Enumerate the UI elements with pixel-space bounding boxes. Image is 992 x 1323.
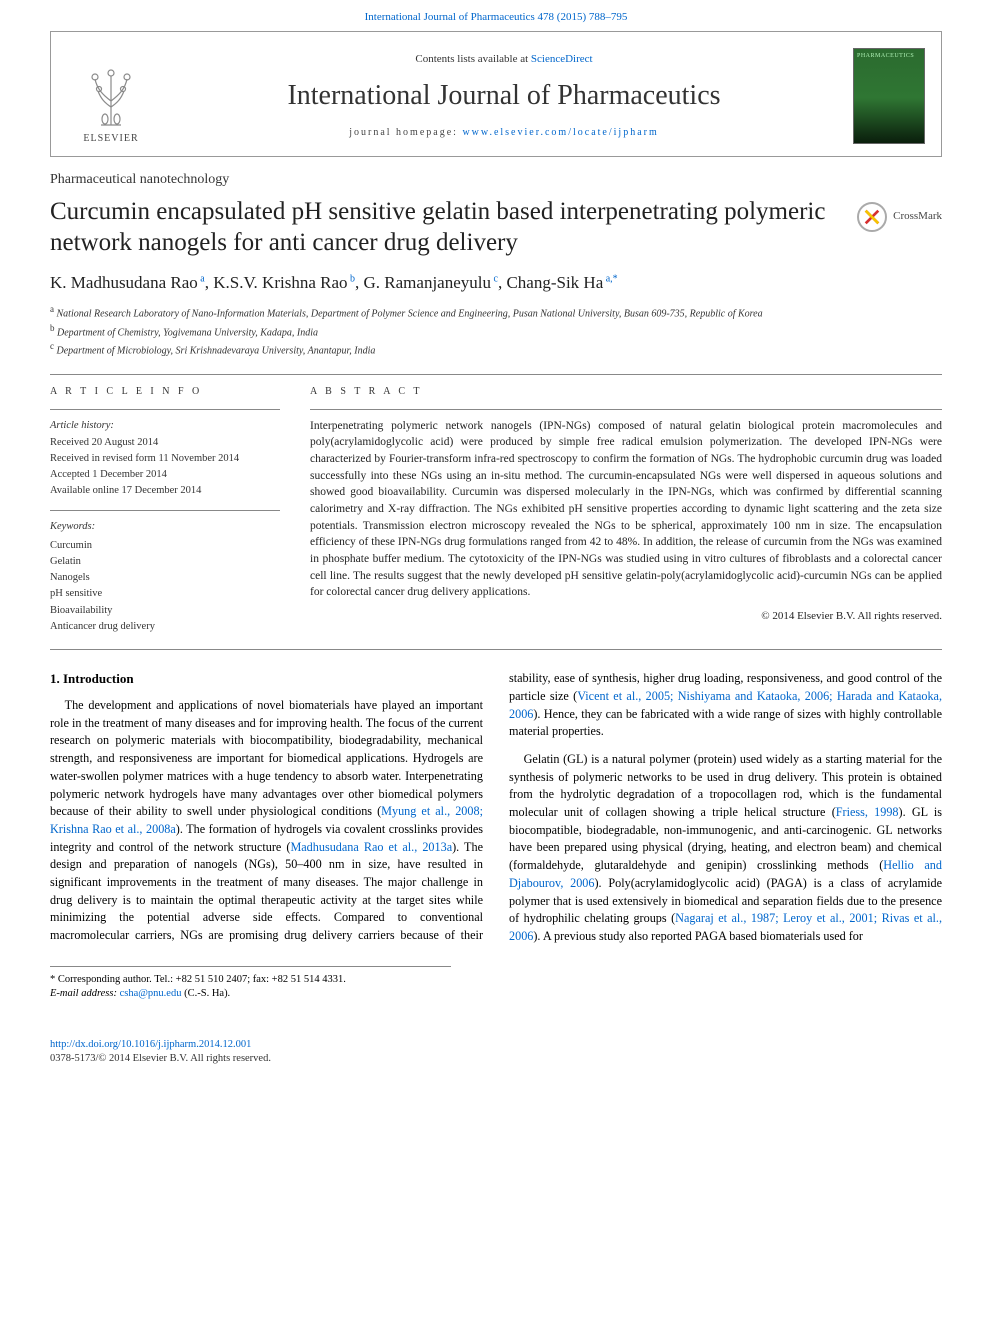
crossmark-label: CrossMark: [893, 209, 942, 224]
corresponding-contact: * Corresponding author. Tel.: +82 51 510…: [50, 973, 451, 987]
author-name: Chang-Sik Ha: [506, 273, 603, 292]
article-info-heading: A R T I C L E I N F O: [50, 385, 280, 399]
history-line: Accepted 1 December 2014: [50, 467, 280, 483]
body-text: ). A previous study also reported PAGA b…: [533, 929, 863, 943]
body-top-rule: [50, 649, 942, 650]
keyword: pH sensitive: [50, 586, 280, 602]
sciencedirect-link[interactable]: ScienceDirect: [531, 53, 593, 65]
keyword: Gelatin: [50, 554, 280, 570]
abstract-heading: A B S T R A C T: [310, 385, 942, 399]
issn-copyright: 0378-5173/© 2014 Elsevier B.V. All right…: [50, 1053, 271, 1064]
doi-link[interactable]: http://dx.doi.org/10.1016/j.ijpharm.2014…: [50, 1039, 251, 1050]
article-title: Curcumin encapsulated pH sensitive gelat…: [50, 196, 839, 259]
author-name: K.S.V. Krishna Rao: [213, 273, 347, 292]
contents-prefix: Contents lists available at: [415, 53, 530, 65]
elsevier-wordmark: ELSEVIER: [83, 132, 138, 146]
issue-reference-link[interactable]: International Journal of Pharmaceutics 4…: [365, 11, 628, 23]
abstract-column: A B S T R A C T Interpenetrating polymer…: [310, 385, 942, 635]
crossmark-badge[interactable]: CrossMark: [857, 196, 942, 232]
author-name: G. Ramanjaneyulu: [364, 273, 491, 292]
keyword: Curcumin: [50, 538, 280, 554]
article-type: Pharmaceutical nanotechnology: [50, 171, 942, 190]
affiliation: a National Research Laboratory of Nano-I…: [50, 303, 942, 321]
history-label: Article history:: [50, 418, 280, 434]
section-heading-introduction: 1. Introduction: [50, 670, 483, 689]
abstract-text: Interpenetrating polymeric network nanog…: [310, 418, 942, 601]
journal-cover-thumbnail: PHARMACEUTICS: [853, 48, 925, 144]
body-text: ). Hence, they can be fabricated with a …: [509, 707, 942, 739]
article-info-column: A R T I C L E I N F O Article history: R…: [50, 385, 280, 635]
keywords-label: Keywords:: [50, 519, 280, 535]
history-line: Available online 17 December 2014: [50, 483, 280, 499]
elsevier-logo: ELSEVIER: [67, 46, 155, 146]
citation-link[interactable]: Friess, 1998: [836, 805, 899, 819]
abstract-copyright: © 2014 Elsevier B.V. All rights reserved…: [310, 609, 942, 624]
cover-thumb-label: PHARMACEUTICS: [857, 52, 921, 60]
author-aff-marker: b: [348, 274, 356, 285]
elsevier-tree-icon: [81, 61, 141, 127]
author-aff-marker: c: [491, 274, 498, 285]
keyword: Anticancer drug delivery: [50, 619, 280, 635]
affiliation: b Department of Chemistry, Yogivemana Un…: [50, 322, 942, 340]
body-paragraph: Gelatin (GL) is a natural polymer (prote…: [509, 751, 942, 946]
history-line: Received in revised form 11 November 201…: [50, 451, 280, 467]
keywords-block: Keywords: CurcuminGelatinNanogelspH sens…: [50, 519, 280, 635]
history-line: Received 20 August 2014: [50, 435, 280, 451]
journal-masthead: ELSEVIER Contents lists available at Sci…: [50, 31, 942, 157]
contents-available: Contents lists available at ScienceDirec…: [169, 52, 839, 67]
keyword: Nanogels: [50, 570, 280, 586]
keyword: Bioavailability: [50, 603, 280, 619]
corresponding-email-line: E-mail address: csha@pnu.edu (C.-S. Ha).: [50, 987, 451, 1001]
homepage-prefix: journal homepage:: [349, 127, 462, 138]
journal-homepage-link[interactable]: www.elsevier.com/locate/ijpharm: [462, 127, 658, 138]
citation-link[interactable]: Madhusudana Rao et al., 2013a: [290, 840, 452, 854]
corresponding-author: * Corresponding author. Tel.: +82 51 510…: [50, 966, 451, 1001]
abstract-divider: [310, 409, 942, 410]
affiliation: c Department of Microbiology, Sri Krishn…: [50, 340, 942, 358]
corresponding-email-link[interactable]: csha@pnu.edu: [120, 988, 182, 999]
body-two-column: 1. Introduction The development and appl…: [50, 670, 942, 950]
body-text: The development and applications of nove…: [50, 698, 483, 818]
affiliations: a National Research Laboratory of Nano-I…: [50, 303, 942, 358]
page-footer: http://dx.doi.org/10.1016/j.ijpharm.2014…: [0, 1030, 992, 1086]
info-divider-2: [50, 510, 280, 511]
crossmark-icon: [857, 202, 887, 232]
email-label: E-mail address:: [50, 988, 120, 999]
journal-title: International Journal of Pharmaceutics: [169, 77, 839, 115]
author-aff-marker: a,*: [603, 274, 617, 285]
journal-homepage: journal homepage: www.elsevier.com/locat…: [169, 126, 839, 140]
author-list: K. Madhusudana Rao a, K.S.V. Krishna Rao…: [50, 272, 942, 295]
article-history: Article history: Received 20 August 2014…: [50, 418, 280, 499]
author-aff-marker: a: [198, 274, 205, 285]
section-divider: [50, 374, 942, 375]
info-divider: [50, 409, 280, 410]
email-suffix: (C.-S. Ha).: [181, 988, 230, 999]
issue-reference: International Journal of Pharmaceutics 4…: [0, 0, 992, 31]
author-name: K. Madhusudana Rao: [50, 273, 198, 292]
